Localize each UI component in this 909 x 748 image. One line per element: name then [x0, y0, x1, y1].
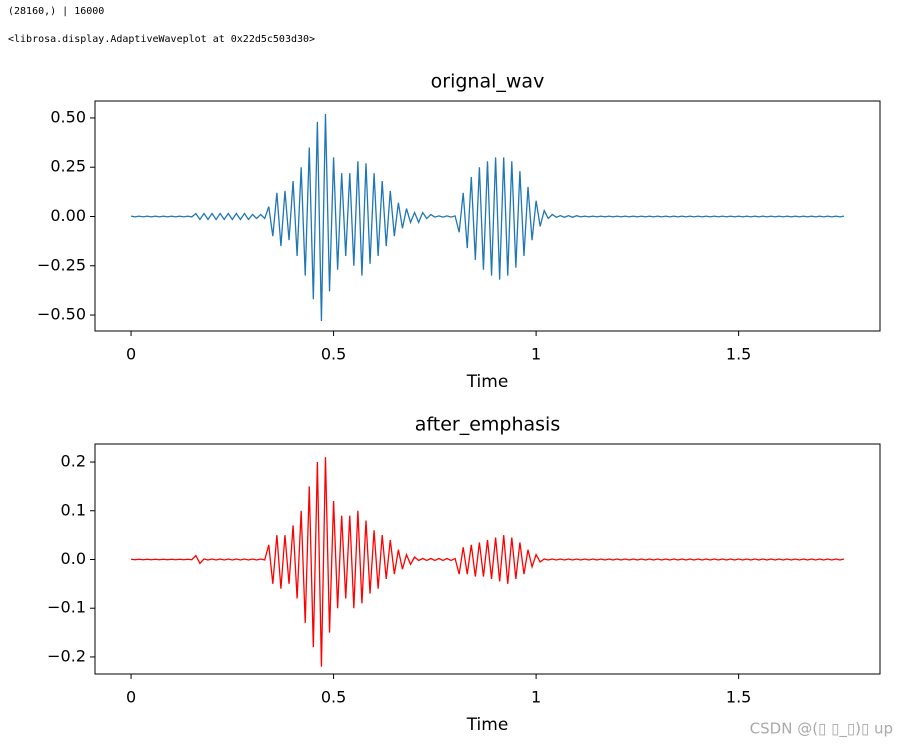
output-line: (28160,) | 16000 — [8, 6, 105, 17]
chart-title: orignal_wav — [431, 71, 545, 93]
y-tick-label: 0.50 — [50, 107, 86, 126]
y-tick-label: 0.2 — [61, 452, 86, 471]
axes-frame — [94, 100, 881, 332]
x-tick-label: 1.5 — [726, 688, 751, 707]
x-axis-label: Time — [466, 372, 509, 392]
axes-frame — [94, 443, 881, 675]
x-tick-label: 0 — [126, 688, 136, 707]
x-tick-label: 1 — [531, 345, 541, 364]
output-line: <librosa.display.AdaptiveWaveplot at 0x2… — [8, 34, 316, 45]
waveform — [130, 457, 845, 667]
y-tick-label: 0.0 — [61, 549, 86, 568]
y-tick-label: −0.50 — [37, 305, 86, 324]
x-tick-label: 0.5 — [321, 345, 346, 364]
y-tick-label: −0.25 — [37, 255, 86, 274]
chart-title: after_emphasis — [415, 414, 560, 436]
waveform — [130, 113, 845, 321]
x-axis-label: Time — [466, 715, 509, 735]
x-tick-label: 0 — [126, 345, 136, 364]
y-tick-label: 0.00 — [50, 206, 86, 225]
watermark: CSDN @(▯ ▯_▯)▯ up — [750, 720, 893, 739]
y-tick-label: 0.25 — [50, 157, 86, 176]
x-tick-label: 0.5 — [321, 688, 346, 707]
y-tick-label: −0.2 — [47, 646, 86, 665]
y-tick-label: −0.1 — [47, 598, 86, 617]
x-tick-label: 1 — [531, 688, 541, 707]
y-tick-label: 0.1 — [61, 500, 86, 519]
x-tick-label: 1.5 — [726, 345, 751, 364]
